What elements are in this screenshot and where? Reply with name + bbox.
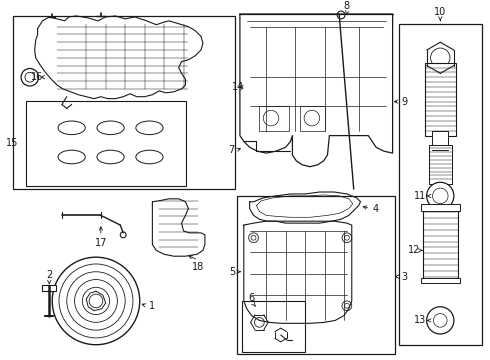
Ellipse shape [136, 121, 163, 135]
Text: 2: 2 [46, 270, 52, 280]
Bar [399, 24, 482, 345]
Bar [429, 145, 452, 184]
Circle shape [433, 188, 448, 204]
Bar [421, 278, 460, 283]
Circle shape [248, 233, 258, 243]
Circle shape [344, 235, 349, 240]
Bar [26, 100, 186, 186]
Ellipse shape [97, 150, 124, 164]
Bar [259, 107, 289, 131]
Text: 14: 14 [232, 82, 244, 92]
Circle shape [52, 257, 140, 345]
Circle shape [25, 72, 35, 82]
Circle shape [82, 287, 110, 315]
Text: 3: 3 [401, 272, 408, 282]
Bar [242, 301, 305, 351]
Text: 16: 16 [31, 72, 44, 82]
Bar [13, 16, 235, 189]
Circle shape [120, 232, 126, 238]
Text: 9: 9 [401, 96, 408, 107]
Circle shape [263, 110, 279, 126]
Text: 1: 1 [148, 301, 155, 311]
Circle shape [251, 303, 256, 308]
Bar [43, 285, 56, 291]
Text: 5: 5 [229, 267, 235, 277]
Circle shape [434, 314, 447, 327]
Circle shape [74, 280, 118, 322]
Ellipse shape [58, 121, 85, 135]
Text: 7: 7 [228, 145, 234, 155]
Bar [300, 107, 324, 131]
Text: 8: 8 [344, 1, 350, 11]
Text: 13: 13 [415, 315, 427, 325]
Ellipse shape [58, 150, 85, 164]
Text: 6: 6 [248, 293, 255, 303]
Circle shape [344, 303, 349, 308]
Bar [423, 208, 458, 282]
Circle shape [248, 301, 258, 311]
Circle shape [427, 307, 454, 334]
Ellipse shape [97, 121, 124, 135]
Bar [421, 204, 460, 211]
Text: 18: 18 [192, 262, 204, 272]
Ellipse shape [136, 150, 163, 164]
Circle shape [342, 301, 352, 311]
Circle shape [337, 11, 345, 19]
Text: 11: 11 [415, 191, 427, 201]
Circle shape [427, 182, 454, 210]
Circle shape [67, 272, 125, 330]
Circle shape [251, 235, 256, 240]
Circle shape [254, 318, 264, 327]
Bar [237, 196, 394, 355]
Circle shape [89, 294, 103, 308]
Circle shape [59, 264, 133, 338]
Circle shape [304, 110, 319, 126]
Circle shape [431, 48, 450, 68]
Circle shape [21, 68, 39, 86]
Circle shape [342, 233, 352, 243]
Bar [425, 63, 456, 136]
Bar [433, 131, 448, 150]
Text: 10: 10 [434, 7, 446, 17]
Text: 15: 15 [6, 138, 18, 148]
Text: 12: 12 [408, 246, 420, 255]
Text: 17: 17 [95, 238, 107, 248]
Text: 4: 4 [372, 203, 378, 213]
